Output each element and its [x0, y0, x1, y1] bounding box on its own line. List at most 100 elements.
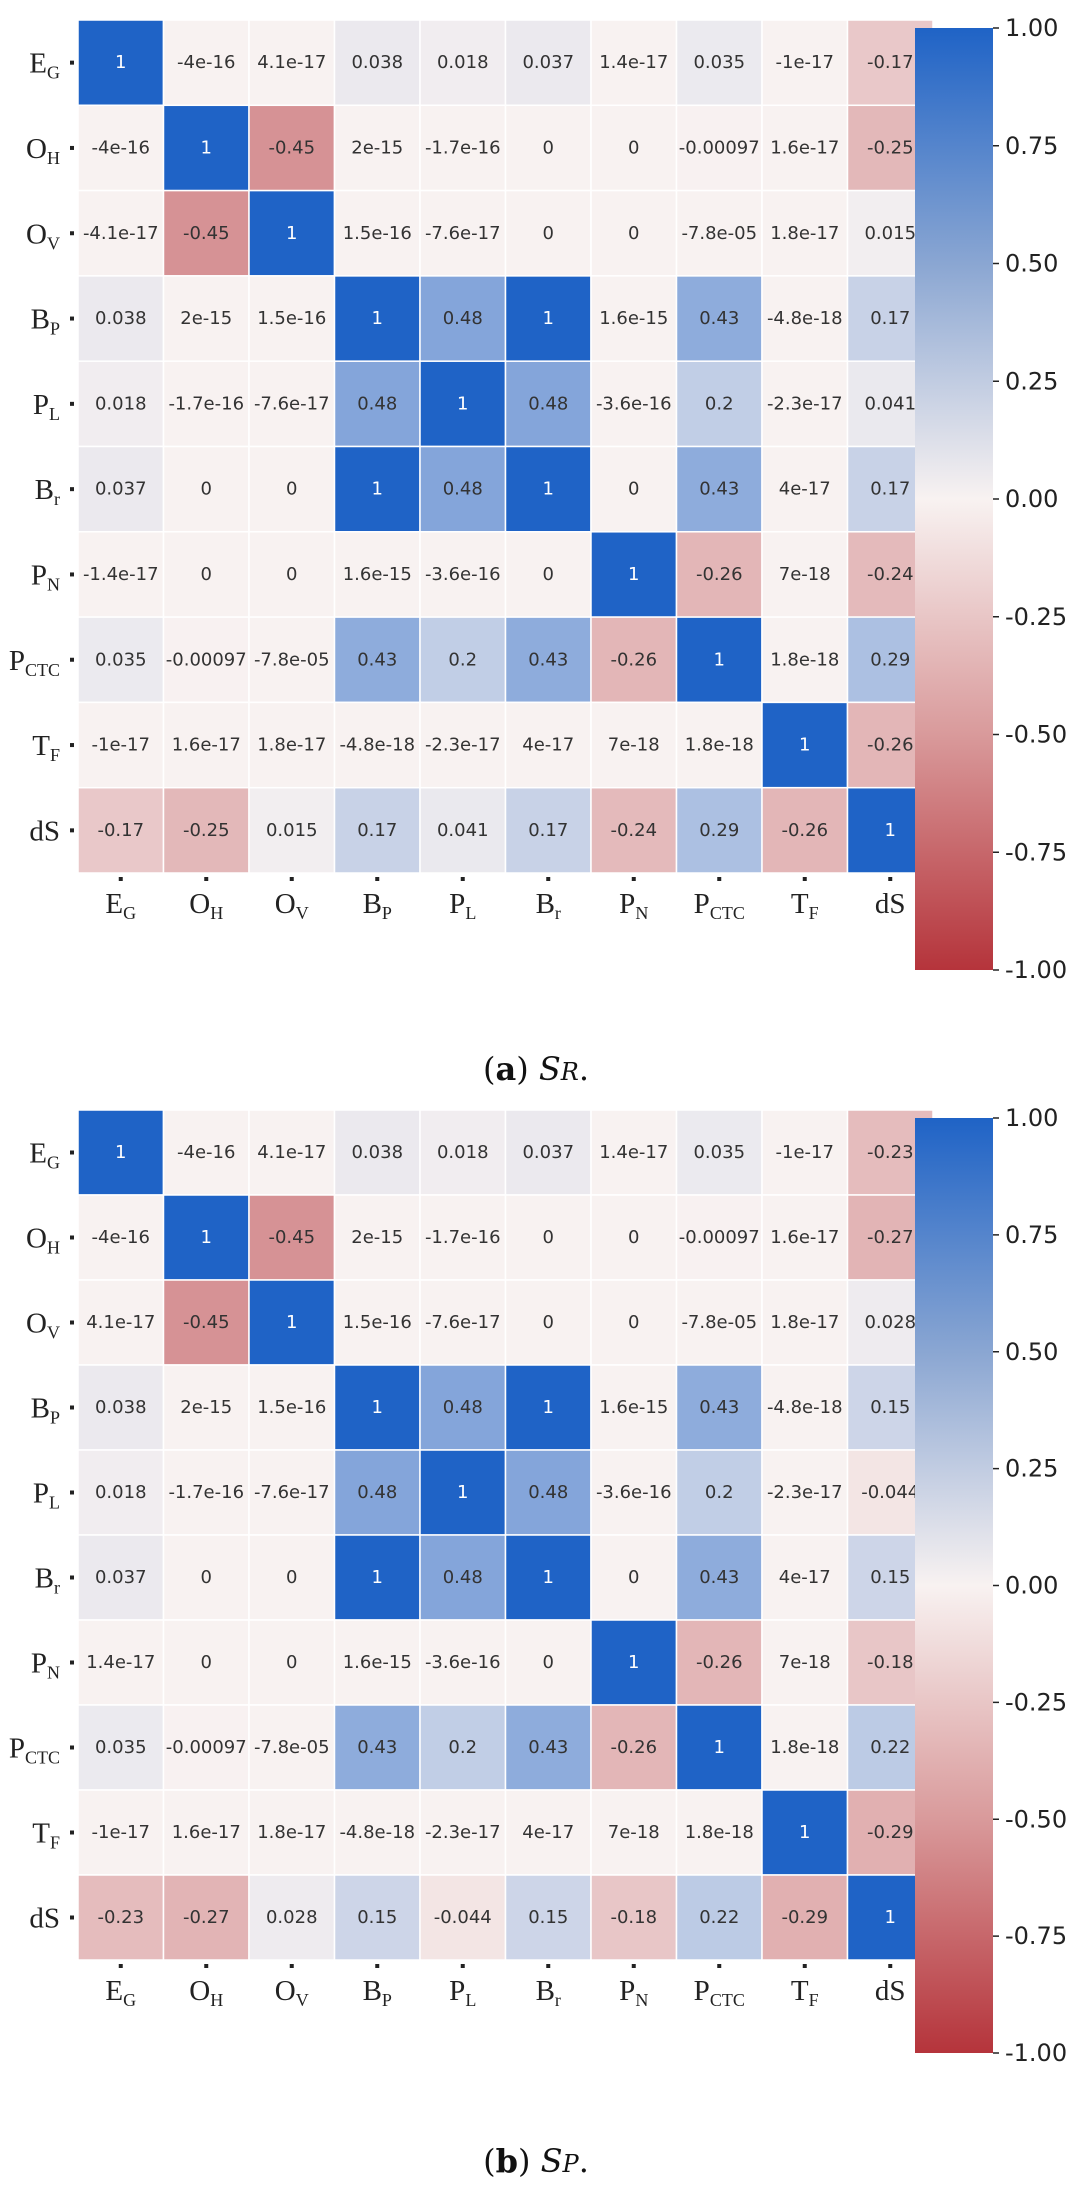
cell-value-label: -7.6e-17 [425, 223, 501, 244]
cell-value-label: 1 [201, 1227, 212, 1248]
cell-value-label: -1.7e-16 [425, 137, 501, 158]
heatmap-cell [248, 1874, 336, 1961]
cell-value-label: 1 [372, 479, 383, 500]
cell-value-label: 1.4e-17 [86, 1652, 155, 1673]
heatmap-cell [162, 189, 250, 277]
heatmap-cell [162, 1194, 250, 1281]
cell-value-label: -4.8e-18 [339, 735, 415, 756]
heatmap-cell [675, 1874, 763, 1961]
heatmap-cell [419, 189, 507, 277]
cell-value-label: 1 [372, 1567, 383, 1588]
heatmap-cell [77, 786, 165, 874]
heatmap-cell [162, 104, 250, 192]
heatmap-cell [77, 1619, 165, 1706]
heatmap-cell [761, 275, 849, 362]
cell-value-label: -0.45 [268, 1227, 315, 1248]
cell-value-label: -0.24 [867, 564, 914, 585]
cell-value-label: 0.038 [95, 308, 147, 329]
cell-value-label: 1.6e-15 [599, 308, 668, 329]
heatmap-cell [590, 104, 678, 192]
cell-value-label: 0.038 [351, 52, 403, 73]
cell-value-label: -0.23 [97, 1907, 144, 1928]
heatmap-cell [333, 1534, 421, 1621]
colorbar-tick-label: -1.00 [1005, 956, 1067, 984]
cell-value-label: 4.1e-17 [86, 1312, 155, 1333]
cell-value-label: 0 [543, 1227, 554, 1248]
cell-value-label: 1.4e-17 [599, 1142, 668, 1163]
heatmap-cell [419, 1704, 507, 1791]
cell-value-label: 1 [372, 308, 383, 329]
column-tick-mark [375, 877, 380, 881]
heatmap-cell [590, 786, 678, 874]
cell-value-label: -4.8e-18 [767, 308, 843, 329]
heatmap-cell [248, 189, 336, 277]
heatmap-cell [333, 531, 421, 618]
cell-value-label: -0.26 [696, 564, 743, 585]
cell-value-label: 4e-17 [779, 1567, 831, 1588]
cell-value-label: -2.3e-17 [425, 1822, 501, 1843]
cell-value-label: 1 [457, 393, 468, 414]
heatmap-cell [675, 360, 763, 448]
heatmap-cell [504, 616, 592, 704]
cell-value-label: 0.037 [522, 52, 574, 73]
heatmap-cell [419, 1109, 507, 1196]
colorbar-gradient [915, 1118, 993, 2053]
cell-value-label: -0.26 [610, 1737, 657, 1758]
heatmap-cell [77, 1109, 165, 1196]
column-label: TF [791, 888, 819, 923]
row-labels: EG OH OV BP PL Br PN PCTC TF dS [9, 1138, 74, 1935]
cell-value-label: 0.037 [95, 1567, 147, 1588]
heatmap-cell [77, 445, 165, 533]
cell-value-label: -7.6e-17 [425, 1312, 501, 1333]
heatmap-cell [333, 701, 421, 789]
cell-value-label: 1 [628, 564, 639, 585]
cell-value-label: -0.25 [867, 137, 914, 158]
cell-value-label: 0.48 [443, 479, 483, 500]
heatmap-cell [590, 1534, 678, 1621]
column-labels: EG OH OV BP PL Br PN PCTC TF dS [105, 877, 906, 923]
cell-value-label: -7.6e-17 [254, 1482, 330, 1503]
heatmap-cell [77, 1704, 165, 1791]
cell-value-label: 1 [115, 52, 126, 73]
row-tick-mark [70, 231, 74, 236]
heatmap-cell [504, 1619, 592, 1706]
cell-value-label: -0.18 [610, 1907, 657, 1928]
colorbar-tick-label: -0.75 [1005, 1922, 1067, 1950]
cell-value-label: -0.00097 [679, 1227, 760, 1248]
heatmap-cell [419, 1449, 507, 1536]
cell-value-label: 1.6e-15 [343, 564, 412, 585]
colorbar-tick-label: -0.25 [1005, 603, 1067, 631]
cell-value-label: 2e-15 [180, 308, 232, 329]
cell-value-label: 0.48 [443, 1567, 483, 1588]
heatmap-cell [761, 786, 849, 874]
heatmap-cell [419, 1364, 507, 1451]
heatmap-cell [590, 1194, 678, 1281]
cell-value-label: 0.43 [699, 1397, 739, 1418]
cell-value-label: 1 [885, 1907, 896, 1928]
heatmap-cell [761, 701, 849, 789]
cell-value-label: 0.48 [528, 1482, 568, 1503]
heatmap-cell [761, 445, 849, 533]
heatmap-cell [333, 1449, 421, 1536]
row-tick-mark [70, 145, 74, 150]
cell-value-label: 0.018 [437, 1142, 489, 1163]
cell-value-label: 1.8e-17 [770, 223, 839, 244]
cell-value-label: 7e-18 [608, 1822, 660, 1843]
cell-value-label: 0.018 [95, 1482, 147, 1503]
cell-value-label: 0.43 [528, 649, 568, 670]
heatmap-cell [162, 360, 250, 448]
heatmap-cell [333, 1619, 421, 1706]
heatmap-cell [248, 19, 336, 107]
column-tick-mark [118, 877, 123, 881]
cell-value-label: 0.48 [357, 1482, 397, 1503]
cell-value-label: -0.26 [610, 649, 657, 670]
heatmap-cell [162, 19, 250, 107]
column-tick-mark [631, 1964, 636, 1968]
cell-value-label: -0.00097 [166, 649, 247, 670]
cell-value-label: 0.035 [693, 1142, 745, 1163]
cell-value-label: -0.24 [610, 820, 657, 841]
heatmap-cell [77, 531, 165, 618]
heatmap-cell [77, 1874, 165, 1961]
cell-value-label: 1 [543, 479, 554, 500]
column-label: EG [105, 1975, 136, 2010]
